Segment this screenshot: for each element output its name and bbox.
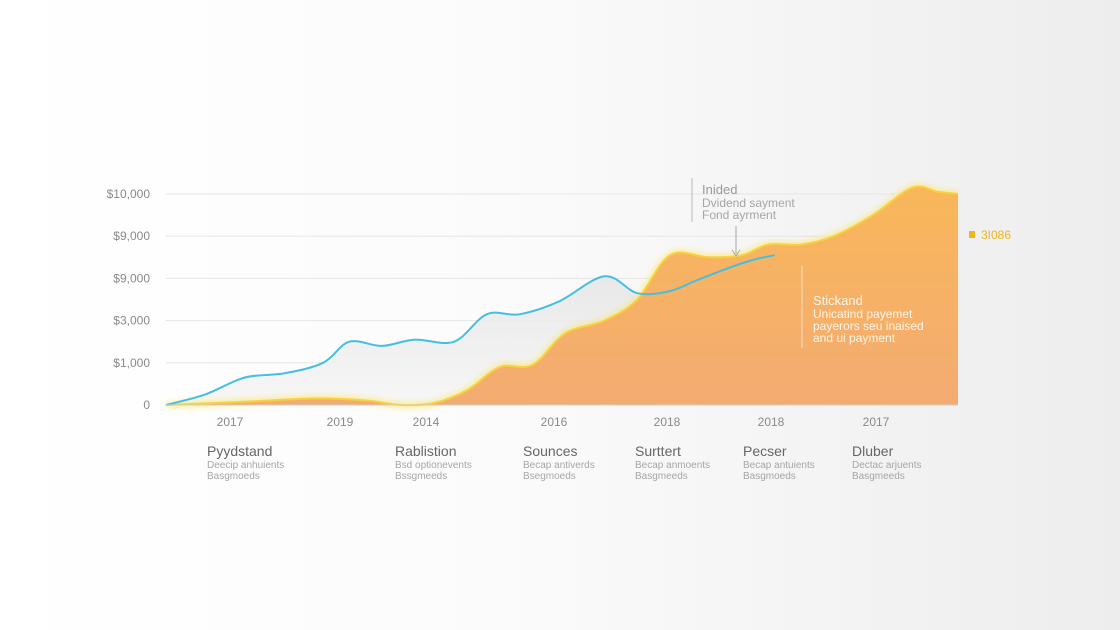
category-title: Sounces xyxy=(523,443,578,459)
y-tick-label: $9,000 xyxy=(113,229,150,243)
y-tick-label: $10,000 xyxy=(107,187,151,201)
top-annotation-line-1: Dvidend sayment xyxy=(702,196,795,210)
category-block: Pecser Becap antuients Basgmoeds xyxy=(743,442,863,482)
x-tick-label: 2017 xyxy=(217,415,244,429)
category-desc-line: Deecip anhuients xyxy=(207,460,285,471)
blue-series-line xyxy=(165,254,775,406)
orange-series-line xyxy=(165,185,959,407)
x-tick-label: 2018 xyxy=(758,415,785,429)
inside-annotation-line-1: Unicatind payemet xyxy=(813,307,913,321)
orange-series-area xyxy=(166,186,958,406)
y-tick-label: $9,000 xyxy=(113,271,150,285)
inside-annotation-line-3: and ui payment xyxy=(813,331,896,345)
category-desc-line: Dectac arjuents xyxy=(852,460,922,471)
x-tick-label: 2018 xyxy=(654,415,681,429)
x-tick-label: 2014 xyxy=(413,415,440,429)
category-desc-line: Bssgmeeds xyxy=(395,471,448,482)
category-desc-line: Bsegmoeds xyxy=(523,471,576,482)
category-desc-line: Bsd optionevents xyxy=(395,460,472,471)
y-tick-label: $3,000 xyxy=(113,314,150,328)
category-title: Surttert xyxy=(635,443,681,459)
x-tick-label: 2017 xyxy=(863,415,890,429)
category-block: Dluber Dectac arjuents Basgmeeds xyxy=(852,442,972,482)
category-block: Rablistion Bsd optionevents Bssgmeeds xyxy=(395,442,515,482)
category-title: Dluber xyxy=(852,443,894,459)
category-desc-line: Basgmeeds xyxy=(635,471,688,482)
category-title: Pecser xyxy=(743,443,787,459)
category-desc-line: Becap anmoents xyxy=(635,460,711,471)
category-desc-line: Becap antiverds xyxy=(523,460,595,471)
x-axis-ticks: 2017 2019 2014 2016 2018 2018 2017 xyxy=(217,415,890,429)
pointer-arrowhead-icon xyxy=(731,249,741,257)
category-block: Sounces Becap antiverds Bsegmoeds xyxy=(523,442,643,482)
end-value-label: 3I086 xyxy=(981,228,1011,242)
category-title: Pyydstand xyxy=(207,443,273,459)
category-block: Pyydstand Deecip anhuients Basgmoeds xyxy=(207,442,327,482)
category-desc-line: Becap antuients xyxy=(743,460,815,471)
top-annotation-line-2: Fond ayrment xyxy=(702,208,777,222)
inside-annotation-title: Stickand xyxy=(813,293,863,308)
y-axis-ticks: 0 $1,000 $3,000 $9,000 $9,000 $10,000 xyxy=(107,187,151,412)
category-desc-line: Basgmoeds xyxy=(743,471,796,482)
x-tick-label: 2019 xyxy=(327,415,354,429)
category-desc-line: Basgmoeds xyxy=(207,471,260,482)
top-annotation-title: Inided xyxy=(702,182,737,197)
y-tick-label: $1,000 xyxy=(113,356,150,370)
category-block: Surttert Becap anmoents Basgmeeds xyxy=(635,442,755,482)
y-tick-label: 0 xyxy=(143,398,150,412)
category-desc-line: Basgmeeds xyxy=(852,471,905,482)
end-value-marker xyxy=(969,231,975,238)
x-tick-label: 2016 xyxy=(541,415,568,429)
inside-annotation-line-2: payerors seu inaised xyxy=(813,319,924,333)
category-title: Rablistion xyxy=(395,443,457,459)
